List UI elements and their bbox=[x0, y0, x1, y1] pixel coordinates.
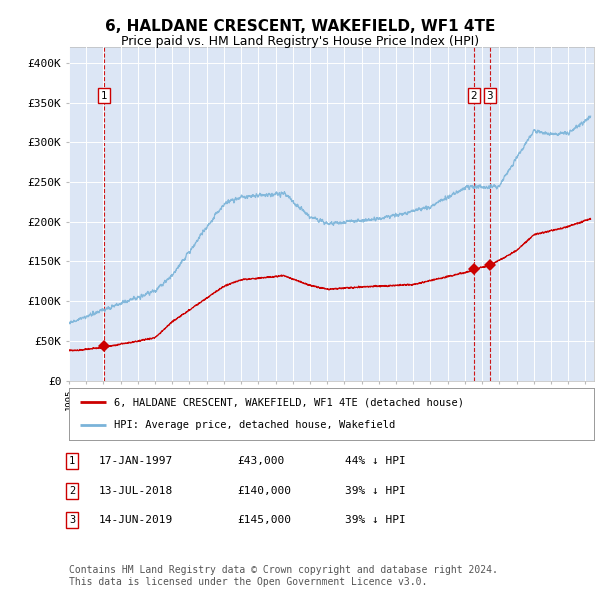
Text: 2: 2 bbox=[471, 90, 478, 100]
Text: Price paid vs. HM Land Registry's House Price Index (HPI): Price paid vs. HM Land Registry's House … bbox=[121, 35, 479, 48]
Text: 39% ↓ HPI: 39% ↓ HPI bbox=[345, 486, 406, 496]
Text: Contains HM Land Registry data © Crown copyright and database right 2024.
This d: Contains HM Land Registry data © Crown c… bbox=[69, 565, 498, 587]
Text: HPI: Average price, detached house, Wakefield: HPI: Average price, detached house, Wake… bbox=[113, 420, 395, 430]
Text: 1: 1 bbox=[69, 457, 75, 466]
Text: 6, HALDANE CRESCENT, WAKEFIELD, WF1 4TE: 6, HALDANE CRESCENT, WAKEFIELD, WF1 4TE bbox=[105, 19, 495, 34]
Text: 3: 3 bbox=[487, 90, 493, 100]
Text: £140,000: £140,000 bbox=[237, 486, 291, 496]
Text: 6, HALDANE CRESCENT, WAKEFIELD, WF1 4TE (detached house): 6, HALDANE CRESCENT, WAKEFIELD, WF1 4TE … bbox=[113, 397, 464, 407]
Text: 44% ↓ HPI: 44% ↓ HPI bbox=[345, 457, 406, 466]
Text: 1: 1 bbox=[101, 90, 107, 100]
Text: 14-JUN-2019: 14-JUN-2019 bbox=[99, 516, 173, 525]
Text: 13-JUL-2018: 13-JUL-2018 bbox=[99, 486, 173, 496]
Text: 39% ↓ HPI: 39% ↓ HPI bbox=[345, 516, 406, 525]
Text: 3: 3 bbox=[69, 516, 75, 525]
Text: £43,000: £43,000 bbox=[237, 457, 284, 466]
Text: 17-JAN-1997: 17-JAN-1997 bbox=[99, 457, 173, 466]
Text: £145,000: £145,000 bbox=[237, 516, 291, 525]
Text: 2: 2 bbox=[69, 486, 75, 496]
